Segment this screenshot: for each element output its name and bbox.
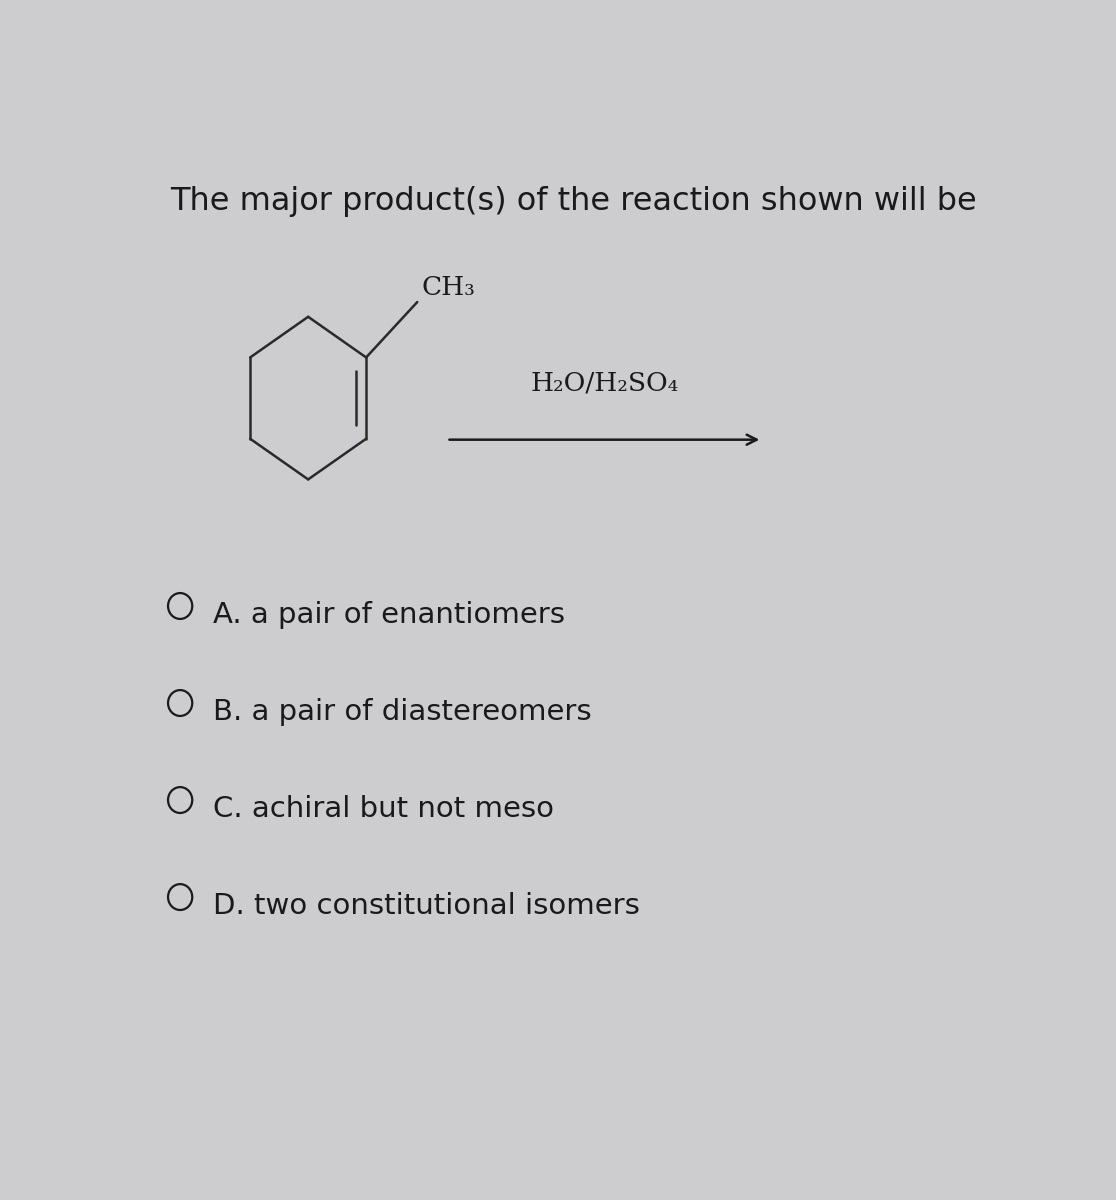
Text: A. a pair of enantiomers: A. a pair of enantiomers: [213, 601, 565, 629]
Text: B. a pair of diastereomers: B. a pair of diastereomers: [213, 698, 591, 726]
Text: C. achiral but not meso: C. achiral but not meso: [213, 796, 554, 823]
Text: D. two constitutional isomers: D. two constitutional isomers: [213, 893, 639, 920]
Text: CH₃: CH₃: [422, 275, 475, 300]
Text: H₂O/H₂SO₄: H₂O/H₂SO₄: [530, 371, 679, 395]
Text: The major product(s) of the reaction shown will be: The major product(s) of the reaction sho…: [170, 186, 976, 216]
